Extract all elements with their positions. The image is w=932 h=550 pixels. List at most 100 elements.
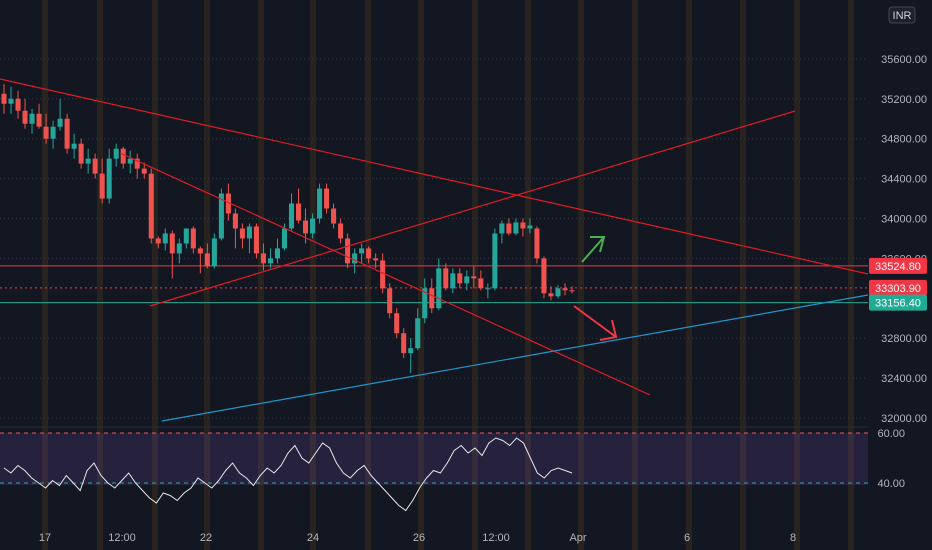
- up-arrow-green[interactable]: [581, 236, 606, 263]
- candle-body[interactable]: [120, 148, 126, 164]
- candle-body[interactable]: [450, 273, 456, 289]
- candle-body[interactable]: [246, 226, 252, 239]
- candle-body[interactable]: [85, 158, 91, 164]
- candle-body[interactable]: [204, 253, 210, 267]
- candle-body[interactable]: [548, 293, 554, 297]
- candle-body[interactable]: [190, 228, 196, 249]
- candle-body[interactable]: [22, 110, 28, 124]
- candle-body[interactable]: [29, 113, 35, 124]
- candle-body[interactable]: [387, 288, 393, 314]
- candle-body[interactable]: [134, 158, 140, 169]
- price-marker-tag: [869, 294, 927, 311]
- down-arrow-red[interactable]: [573, 305, 618, 341]
- candle-body[interactable]: [366, 248, 372, 259]
- candle-body[interactable]: [324, 188, 330, 209]
- candle-body[interactable]: [99, 173, 105, 199]
- candle-body[interactable]: [106, 158, 112, 199]
- candle-body[interactable]: [317, 188, 323, 219]
- candle-body[interactable]: [527, 225, 533, 229]
- descending-trendline-steep[interactable]: [119, 152, 651, 396]
- candle-body[interactable]: [331, 208, 337, 224]
- candle-body[interactable]: [64, 118, 70, 149]
- candle-body[interactable]: [471, 276, 477, 279]
- candle-body[interactable]: [359, 248, 365, 254]
- candle-body[interactable]: [464, 276, 470, 284]
- candle-body[interactable]: [50, 126, 56, 139]
- price-axis[interactable]: 35600.00 35200.00 34800.00 34400.00 34000.00…: [881, 54, 927, 425]
- candle-body[interactable]: [520, 222, 526, 229]
- candle-body[interactable]: [345, 238, 351, 264]
- candle-body[interactable]: [197, 248, 203, 254]
- candle-body[interactable]: [478, 278, 484, 289]
- candle-body[interactable]: [176, 243, 182, 254]
- candle-body[interactable]: [534, 228, 540, 259]
- trendline-drawings[interactable]: [0, 78, 869, 422]
- candle-body[interactable]: [436, 268, 442, 309]
- time-axis[interactable]: 17 12:00 22 24 26 12:00 Apr 6 8: [39, 532, 796, 544]
- candle-body[interactable]: [492, 233, 498, 289]
- price-tick-label: 34800.00: [881, 134, 927, 146]
- candle-body[interactable]: [267, 258, 273, 264]
- candle-body[interactable]: [485, 288, 491, 290]
- candle-body[interactable]: [127, 158, 133, 164]
- candle-body[interactable]: [499, 223, 505, 234]
- candle-body[interactable]: [71, 143, 77, 149]
- candle-body[interactable]: [274, 248, 281, 259]
- candle-body[interactable]: [57, 118, 63, 127]
- candle-body[interactable]: [415, 318, 421, 349]
- candle-body[interactable]: [303, 220, 309, 234]
- candle-body[interactable]: [183, 228, 189, 244]
- candle-body[interactable]: [218, 193, 224, 239]
- candle-body[interactable]: [211, 238, 217, 267]
- candle-body[interactable]: [422, 288, 428, 319]
- candle-body[interactable]: [260, 253, 266, 264]
- candle-body[interactable]: [562, 288, 568, 291]
- rsi-axis: 60.00 40.00: [877, 428, 905, 490]
- candle-body[interactable]: [310, 218, 316, 234]
- candle-body[interactable]: [141, 168, 147, 174]
- descending-trendline-upper[interactable]: [0, 78, 869, 275]
- candle-body[interactable]: [239, 228, 245, 239]
- ascending-trendline-blue[interactable]: [161, 294, 869, 422]
- candle-body[interactable]: [162, 233, 168, 244]
- candlestick-series[interactable]: [1, 83, 575, 374]
- candle-body[interactable]: [457, 273, 463, 284]
- candle-body[interactable]: [541, 258, 547, 294]
- candle-body[interactable]: [92, 158, 98, 174]
- candle-body[interactable]: [78, 143, 84, 164]
- candle-body[interactable]: [338, 223, 344, 239]
- candle-body[interactable]: [408, 348, 414, 354]
- candle-body[interactable]: [569, 290, 575, 292]
- candle-body[interactable]: [506, 223, 512, 234]
- candle-body[interactable]: [401, 333, 407, 354]
- ascending-trendline-red[interactable]: [149, 110, 796, 307]
- candle-body[interactable]: [394, 313, 400, 334]
- rsi-band: [0, 433, 868, 485]
- candle-body[interactable]: [225, 193, 231, 214]
- candle-body[interactable]: [513, 222, 519, 234]
- candle-body[interactable]: [281, 228, 288, 249]
- candle-body[interactable]: [15, 98, 21, 111]
- candle-body[interactable]: [8, 98, 14, 104]
- candle-body[interactable]: [232, 213, 238, 229]
- candle-body[interactable]: [295, 203, 302, 221]
- candle-body[interactable]: [43, 126, 49, 139]
- candle-body[interactable]: [169, 233, 175, 254]
- candle-body[interactable]: [253, 226, 259, 254]
- candle-body[interactable]: [288, 203, 295, 229]
- candle-body[interactable]: [373, 258, 379, 261]
- candle-body[interactable]: [555, 288, 561, 297]
- candle-body[interactable]: [155, 238, 161, 244]
- candle-body[interactable]: [36, 113, 42, 127]
- session-band: [740, 0, 746, 550]
- candle-body[interactable]: [148, 173, 154, 239]
- currency-badge[interactable]: INR: [888, 6, 916, 24]
- candle-body[interactable]: [380, 260, 386, 289]
- candle-body[interactable]: [443, 268, 449, 289]
- candle-body[interactable]: [352, 253, 358, 264]
- candle-body[interactable]: [1, 93, 7, 104]
- candle-body[interactable]: [429, 288, 435, 309]
- session-band: [794, 0, 800, 550]
- candle-body[interactable]: [113, 148, 119, 159]
